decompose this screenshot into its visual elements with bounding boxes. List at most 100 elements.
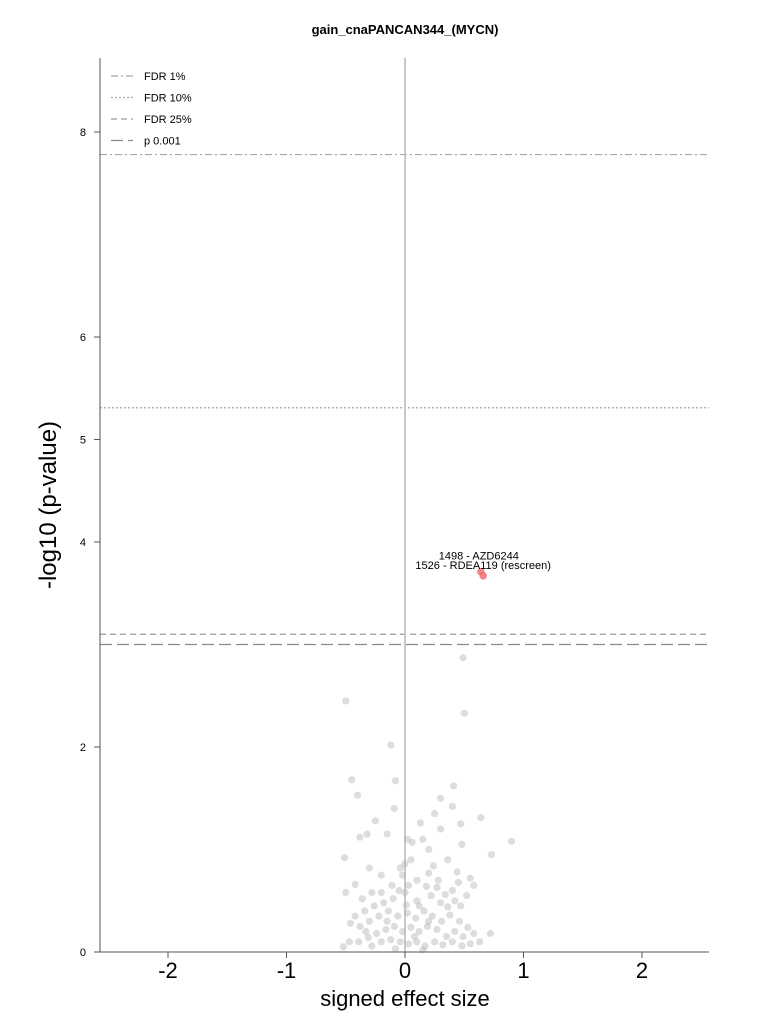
data-point [413, 897, 421, 905]
y-tick-label: 4 [80, 537, 86, 549]
data-point [453, 868, 461, 876]
data-point [365, 864, 373, 872]
highlighted-point-1 [479, 572, 488, 580]
data-point [416, 819, 424, 827]
data-point [434, 876, 442, 884]
data-point [403, 909, 411, 917]
data-point [405, 940, 413, 948]
chart-title: gain_cnaPANCAN344_(MYCN) [312, 22, 499, 37]
data-point [413, 938, 421, 946]
data-point [437, 899, 445, 907]
data-point [402, 901, 410, 909]
data-point [391, 777, 400, 785]
data-point [466, 874, 474, 882]
data-point [365, 917, 373, 925]
data-point [390, 804, 398, 813]
data-point [448, 938, 456, 946]
data-point [373, 929, 381, 938]
x-tick-label: 2 [636, 958, 648, 983]
y-ticks: 0 2 4 5 6 8 [80, 127, 100, 959]
data-point [410, 933, 419, 941]
data-point [395, 886, 403, 895]
data-point [464, 923, 472, 932]
data-point [399, 871, 407, 879]
data-point [433, 883, 441, 892]
data-point [341, 854, 349, 862]
data-point [441, 891, 449, 899]
data-point [419, 946, 427, 954]
data-point [403, 835, 411, 843]
legend-label-1: FDR 10% [144, 93, 192, 105]
data-point [387, 936, 395, 944]
data-point [380, 899, 388, 907]
data-point [364, 934, 372, 942]
data-point [394, 912, 402, 920]
data-point [389, 895, 397, 903]
data-point [351, 912, 359, 920]
data-point [345, 938, 353, 946]
data-point [346, 919, 355, 927]
data-point [368, 888, 376, 897]
data-point [377, 871, 385, 879]
data-point [413, 876, 421, 884]
y-tick-label: 6 [80, 332, 86, 344]
data-point [486, 929, 494, 938]
data-point [427, 892, 435, 900]
data-point [463, 892, 471, 900]
point-annotation-0: 1498 - AZD6244 [439, 551, 519, 563]
data-points [339, 654, 516, 954]
y-axis-label: -log10 (p-value) [35, 421, 62, 589]
data-point [442, 933, 451, 941]
data-point [401, 888, 409, 897]
data-point [388, 881, 396, 890]
data-point [396, 938, 404, 946]
data-point [362, 927, 370, 936]
data-point [377, 938, 385, 946]
data-point [455, 917, 464, 925]
legend-label-3: p 0.001 [144, 136, 181, 148]
data-point [431, 810, 439, 818]
data-point [470, 929, 478, 938]
data-point [454, 878, 462, 886]
data-point [425, 917, 433, 925]
data-point [459, 654, 467, 662]
data-point [508, 837, 516, 845]
data-point [466, 940, 474, 948]
data-point [384, 907, 392, 915]
data-point [470, 881, 478, 890]
data-point [387, 741, 395, 749]
data-point [476, 938, 484, 946]
data-point [356, 833, 364, 841]
data-point [419, 835, 427, 843]
data-point [457, 820, 465, 828]
point-annotation-1: 1526 - RDEA119 (rescreen) [415, 560, 551, 572]
data-point [342, 888, 350, 897]
data-point [407, 856, 415, 864]
data-point [354, 791, 362, 799]
data-point [368, 942, 376, 950]
data-point [425, 869, 433, 877]
data-point [355, 938, 363, 946]
data-point [439, 941, 447, 949]
data-point [421, 942, 429, 950]
data-point [371, 817, 379, 825]
data-point [444, 856, 452, 864]
data-point [423, 922, 432, 931]
data-point [383, 830, 391, 838]
data-point [342, 697, 350, 705]
data-point [428, 912, 436, 920]
data-point [457, 902, 465, 910]
data-point [448, 886, 456, 895]
data-point [437, 825, 445, 833]
data-point [437, 794, 445, 802]
data-point [444, 903, 452, 911]
y-tick-label: 0 [80, 947, 86, 959]
data-point [451, 927, 459, 936]
data-point [431, 938, 439, 946]
data-point [358, 895, 366, 903]
x-ticks: -2 -1 0 1 2 [158, 952, 648, 983]
data-point [459, 933, 467, 941]
data-point [356, 922, 364, 931]
